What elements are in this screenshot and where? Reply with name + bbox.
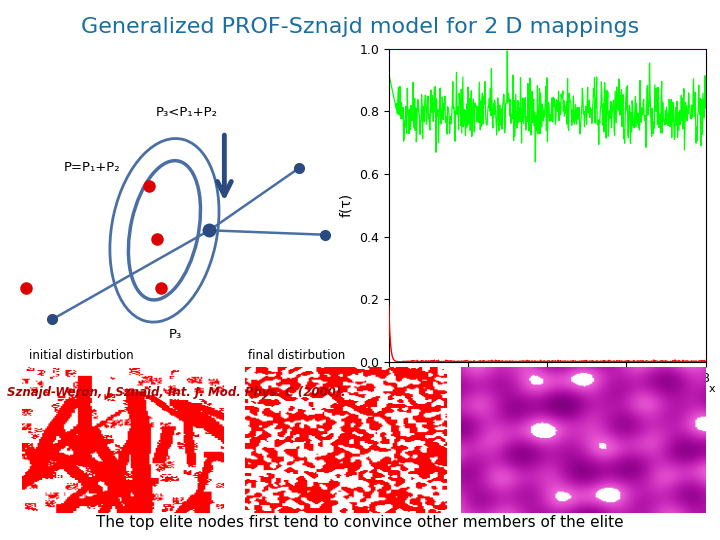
Text: initial distirbution: initial distirbution (29, 349, 133, 362)
Text: P₃: P₃ (169, 328, 182, 341)
X-axis label: τ: τ (543, 390, 552, 405)
Text: final distirbution: final distirbution (248, 349, 346, 362)
Text: x 10⁵: x 10⁵ (708, 384, 720, 394)
Text: P₃<P₁+P₂: P₃<P₁+P₂ (156, 106, 218, 119)
Text: Generalized PROF-Sznajd model for 2 D mappings: Generalized PROF-Sznajd model for 2 D ma… (81, 17, 639, 37)
Text: P=P₁+P₂: P=P₁+P₂ (63, 161, 120, 174)
Y-axis label: f(τ): f(τ) (340, 193, 354, 217)
Text: The top elite nodes first tend to convince other members of the elite: The top elite nodes first tend to convin… (96, 515, 624, 530)
Text: Sznajd-Weron, J.Sznajd, Int. J. Mod. Phys. C (2000).: Sznajd-Weron, J.Sznajd, Int. J. Mod. Phy… (7, 386, 346, 399)
